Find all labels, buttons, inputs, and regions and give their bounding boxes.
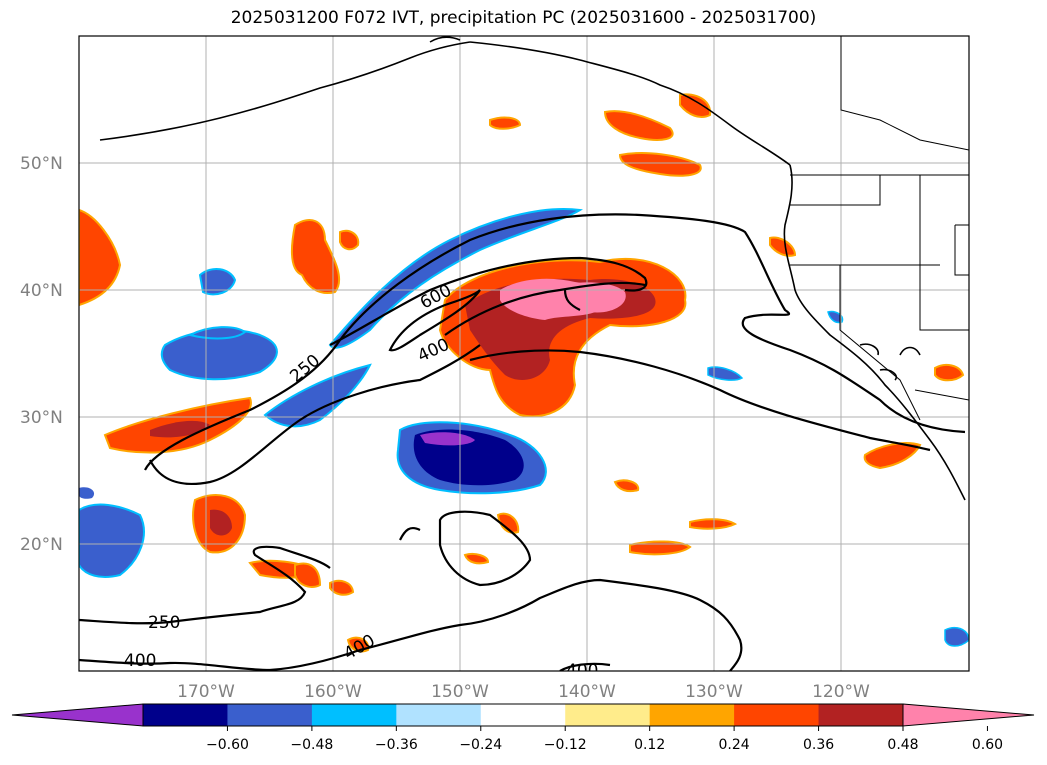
colorbar-extend-min [11,703,144,727]
ivt-contours [79,213,966,671]
colorbar: −0.60 −0.48 −0.36 −0.24 −0.12 0.12 0.24 0.36 0.4… [11,703,1035,753]
lon-tick-label: 130°W [685,682,743,702]
colorbar-swatch [480,704,566,726]
contour-label: 400 [566,661,598,681]
state-borders [790,36,969,421]
colorbar-extend-max [902,703,1035,727]
map-title: 2025031200 F072 IVT, precipitation PC (2… [230,8,817,28]
contour-label: 400 [124,651,156,671]
colorbar-tick-label: 0.12 [634,737,665,753]
colorbar-tick-label: 0.60 [972,737,1003,753]
colorbar-tick-label: −0.12 [544,737,587,753]
lat-tick-labels: 50°N 40°N 30°N 20°N [20,154,63,555]
lon-tick-label: 120°W [812,682,870,702]
precip-anomaly-fill [79,93,969,653]
colorbar-tick-label: −0.60 [206,737,249,753]
contour-label: 250 [286,351,324,387]
colorbar-tick-label: −0.36 [375,737,418,753]
contour-label: 400 [341,631,379,665]
lon-tick-label: 150°W [431,682,489,702]
colorbar-swatch [649,704,735,726]
lon-tick-label: 170°W [177,682,235,702]
colorbar-swatch [396,704,482,726]
map-frame [78,35,970,672]
colorbar-tick-label: −0.24 [459,737,502,753]
colorbar-tick-label: 0.48 [887,737,918,753]
colorbar-swatch [565,704,651,726]
lat-tick-label: 40°N [20,281,63,301]
lat-tick-label: 30°N [20,408,63,428]
colorbar-swatch [818,704,904,726]
lon-tick-label: 160°W [304,682,362,702]
coastlines [99,36,966,501]
colorbar-frame [142,703,904,727]
colorbar-tick-label: 0.24 [719,737,750,753]
lat-tick-label: 20°N [20,535,63,555]
colorbar-tick-label: 0.36 [803,737,834,753]
colorbar-swatch [143,704,228,726]
lon-tick-label: 140°W [558,682,616,702]
colorbar-swatch [227,704,313,726]
contour-label: 250 [148,613,180,633]
map-area: 250 600 400 250 400 400 400 [79,36,969,681]
colorbar-swatch [734,704,820,726]
colorbar-swatch [311,704,397,726]
lat-tick-label: 50°N [20,154,63,174]
lon-tick-labels: 170°W 160°W 150°W 140°W 130°W 120°W [177,682,870,702]
colorbar-tick-label: −0.48 [290,737,333,753]
